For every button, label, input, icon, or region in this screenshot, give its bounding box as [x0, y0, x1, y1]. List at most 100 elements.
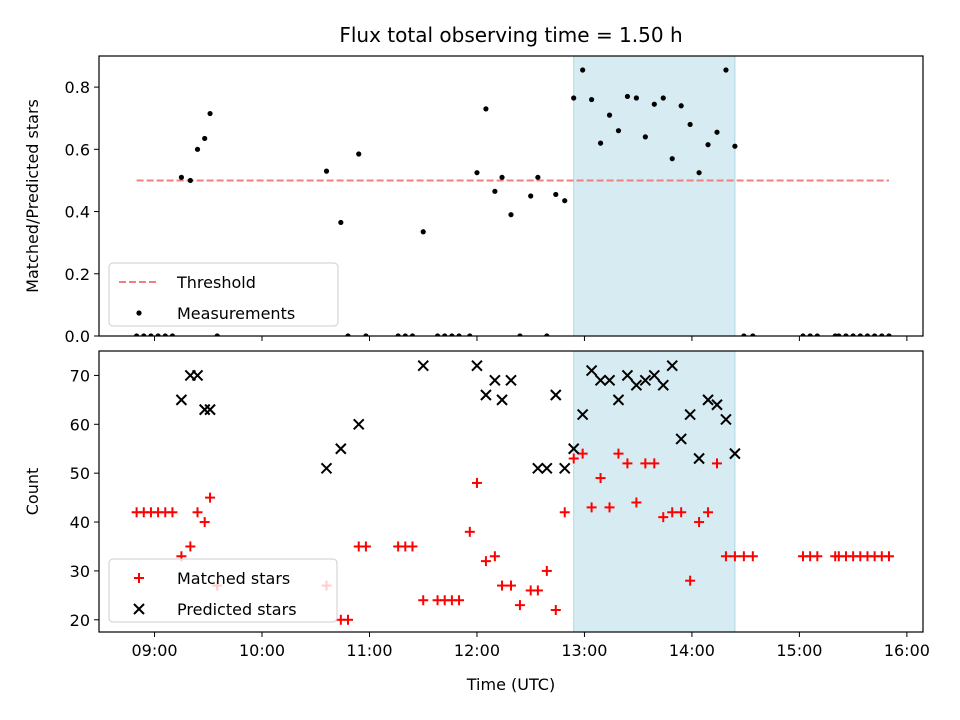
matched-stars-point — [550, 605, 561, 616]
measurements-point — [544, 333, 550, 336]
matched-stars-point — [649, 458, 660, 469]
matched-stars-point — [185, 541, 196, 552]
matched-stars-point — [514, 600, 525, 611]
predicted-stars-point — [657, 379, 669, 391]
y-tick-label: 0.0 — [65, 327, 90, 346]
measurements-point — [345, 333, 351, 336]
matched-stars-point — [812, 551, 823, 562]
matched-stars-point — [489, 551, 500, 562]
measurements-point — [456, 333, 462, 336]
matched-stars-point — [685, 575, 696, 586]
x-tick-label: 12:00 — [454, 641, 500, 660]
measurements-point — [879, 333, 885, 336]
measurements-point — [571, 95, 577, 101]
legend-label: Predicted stars — [177, 600, 297, 619]
matched-stars-point — [506, 580, 516, 591]
y-tick-label: 0.8 — [65, 78, 90, 97]
matched-stars-point — [541, 565, 552, 576]
measurements-point — [807, 333, 813, 336]
y-tick-label: 0.6 — [65, 140, 90, 159]
predicted-stars-point — [702, 394, 714, 406]
matched-stars-point — [595, 473, 606, 484]
y-tick-label: 50 — [70, 464, 90, 483]
y-tick-label: 70 — [70, 366, 90, 385]
predicted-stars-point — [550, 389, 562, 401]
measurements-point — [553, 191, 559, 198]
x-tick-label: 13:00 — [561, 641, 607, 660]
shaded-interval — [573, 350, 736, 633]
x-tick-label: 11:00 — [346, 641, 392, 660]
matched-stars-point — [640, 458, 651, 469]
measurements-point — [633, 95, 639, 101]
matched-stars-point — [342, 614, 353, 625]
predicted-stars-point — [729, 447, 741, 460]
measurements-point — [642, 134, 648, 140]
predicted-stars-point — [417, 359, 429, 372]
y-tick-label: 60 — [70, 415, 90, 434]
predicted-stars-point — [711, 399, 723, 411]
predicted-stars-point — [489, 374, 501, 387]
legend-box — [108, 558, 338, 623]
x-tick-label: 14:00 — [669, 641, 715, 660]
y-tick-label: 0.4 — [65, 203, 90, 222]
measurements-point — [651, 101, 657, 107]
axes-frame — [98, 350, 924, 633]
y-tick-label: 20 — [70, 611, 90, 630]
predicted-stars-point — [175, 394, 188, 406]
y-tick-label: 0.2 — [65, 265, 90, 284]
matched-stars-point — [497, 580, 508, 591]
measurements-point — [741, 333, 747, 336]
measurements-point — [442, 333, 448, 336]
matched-stars-point — [532, 585, 543, 596]
measurements-point — [148, 333, 154, 336]
matched-stars-point — [559, 507, 570, 518]
matched-stars-point — [738, 551, 749, 562]
measurements-point — [363, 333, 369, 336]
matched-stars-legend-handle — [134, 573, 144, 583]
predicted-stars-point — [204, 403, 216, 416]
matched-stars-point — [167, 507, 178, 518]
measurements-point — [187, 177, 193, 184]
matched-stars-point — [604, 502, 615, 513]
predicted-stars-point — [612, 394, 625, 406]
y-tick-label: 30 — [70, 562, 90, 581]
measurements-point — [402, 333, 408, 336]
measurements-point — [483, 106, 489, 112]
predicted-stars-point — [630, 379, 643, 391]
legend-label: Matched stars — [177, 569, 290, 588]
predicted-stars-point — [505, 374, 517, 387]
measurements-point — [169, 333, 176, 336]
measurements-point — [714, 129, 720, 135]
matched-stars-point — [747, 551, 758, 562]
measurements-point — [864, 333, 871, 336]
measurements-point — [732, 143, 738, 149]
measurements-point — [669, 156, 675, 162]
predicted-stars-point — [648, 369, 661, 382]
measurements-point — [356, 151, 362, 157]
y-axis-label: Matched/Predicted stars — [23, 99, 42, 293]
matched-stars-point — [454, 595, 465, 606]
measurements-point — [395, 333, 401, 336]
axes-frame — [98, 55, 924, 337]
matched-stars-point — [694, 517, 705, 528]
predicted-stars-point — [576, 408, 589, 421]
measurements-point — [696, 170, 702, 176]
matched-stars-point — [676, 507, 687, 518]
matched-stars-point — [360, 541, 371, 552]
predicted-stars-point — [320, 462, 333, 474]
matched-stars-point — [613, 448, 624, 459]
measurements-point — [474, 170, 480, 176]
predicted-stars-point — [567, 443, 580, 455]
legend-box — [108, 262, 339, 327]
matched-stars-point — [883, 551, 894, 562]
x-axis-label: Time (UTC) — [466, 675, 555, 694]
predicted-stars-point — [471, 359, 483, 372]
legend: Threshold Measurements — [108, 262, 339, 327]
x-tick-label: 16:00 — [884, 641, 930, 660]
measurements-point — [409, 333, 416, 336]
measurements-point — [843, 333, 849, 336]
measurements-point — [624, 93, 631, 100]
measurements-point — [162, 333, 168, 336]
predicted-stars-point — [496, 394, 508, 406]
